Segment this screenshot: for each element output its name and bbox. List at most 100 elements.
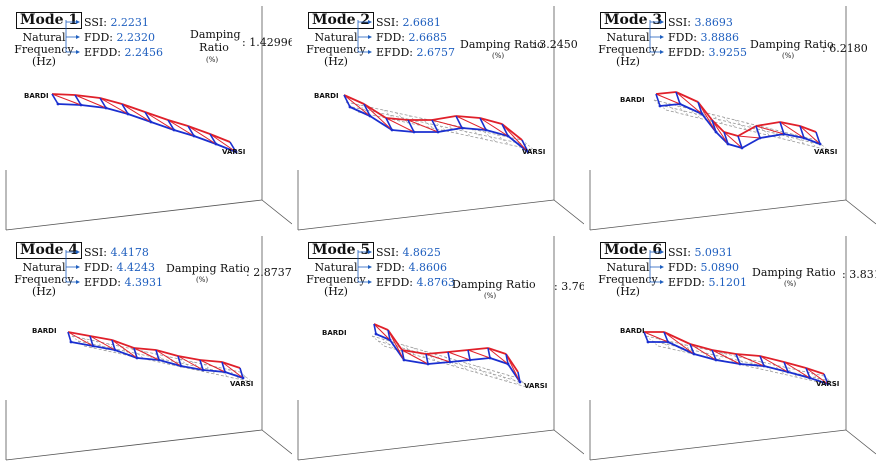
ssi-frequency: SSI: 3.8693 (668, 16, 733, 29)
mode-shape-node (468, 358, 472, 362)
mode-shape-node (762, 364, 766, 368)
mode-panel-5: Mode 5 Natural Frequency (Hz) SSI: 4.862… (292, 232, 584, 464)
bardi-label: BARDI (314, 92, 339, 100)
mode-shape-node (700, 112, 704, 116)
ssi-frequency: SSI: 4.8625 (376, 246, 441, 259)
bardi-label: BARDI (620, 327, 645, 335)
mode-shape-bottom-chord (224, 371, 244, 379)
mode-shape-diagonal (167, 119, 195, 137)
undeformed-shape (653, 99, 829, 151)
damping-ratio-unit: (%) (492, 52, 505, 60)
mode-shape-vertical (467, 349, 471, 361)
mode-shape (655, 91, 822, 150)
mode-shape-top-chord (805, 367, 825, 375)
axes-frame (5, 6, 292, 231)
mode-shape-vertical (755, 125, 761, 139)
efdd-frequency: EFDD: 3.9255 (668, 46, 748, 59)
mode-shape-diagonal (67, 331, 94, 347)
efdd-frequency: EFDD: 4.8763 (376, 276, 456, 289)
mode-shape-vertical (187, 125, 195, 137)
mode-shape-top-chord (431, 115, 457, 121)
fdd-frequency: FDD: 2.2320 (84, 31, 155, 44)
mode-shape-vertical (689, 343, 695, 355)
mode-shape-node (726, 142, 730, 146)
mode-shape-diagonal (343, 94, 371, 117)
fdd-frequency: FDD: 3.8886 (668, 31, 739, 44)
mode-shape-vertical (387, 329, 391, 341)
mode-shape-top-chord (67, 331, 91, 337)
mode-shape-node (172, 128, 176, 132)
mode-shape-node (666, 340, 670, 344)
mode-shape-top-chord (187, 125, 211, 135)
mode-shape (51, 93, 238, 154)
damping-ratio-label: Damping Ratio (460, 38, 544, 51)
mode-shape-node (223, 370, 227, 374)
mode-shape-node (782, 132, 786, 136)
mode-shape-top-chord (167, 119, 189, 127)
mode-shape-node (740, 146, 744, 150)
mode-shape-bottom-chord (173, 129, 195, 137)
mode-shape-node (802, 136, 806, 140)
mode-shape-diagonal (431, 119, 463, 129)
mode-shape-node (488, 356, 492, 360)
mode-shape-node (506, 134, 510, 138)
mode-shape-node (460, 126, 464, 130)
damping-ratio-label: Damping Ratio (752, 266, 836, 279)
mode-shape-top-chord (689, 343, 713, 351)
mode-shape-bottom-chord (92, 345, 116, 351)
mode-shape-node (714, 130, 718, 134)
mode-shape-vertical (779, 121, 785, 135)
mode-panel-3: Mode 3 Natural Frequency (Hz) SSI: 3.869… (584, 2, 876, 234)
mode-shape-vertical (655, 93, 661, 107)
varsi-label: VARSI (524, 382, 548, 390)
mode-shape-node (135, 356, 139, 360)
mode-shape (67, 331, 245, 380)
mode-shape-diagonal (455, 115, 487, 131)
fdd-frequency: FDD: 5.0890 (668, 261, 739, 274)
mode-shape-node (113, 348, 117, 352)
mode-shape-node (818, 142, 822, 146)
mode-shape-diagonal (479, 117, 509, 137)
varsi-label: VARSI (230, 380, 254, 388)
mode-shape-node (448, 360, 452, 364)
mode-shape-top-chord (755, 121, 781, 127)
damping-ratio-value: : 3.7695 (554, 280, 584, 293)
mode-shape-diagonal (487, 347, 509, 365)
mode-shape-top-chord (759, 355, 785, 363)
mode-shape-vertical (89, 335, 94, 347)
ssi-frequency: SSI: 2.6681 (376, 16, 441, 29)
mode-shape-bottom-chord (783, 133, 805, 139)
mode-shape-vertical (51, 93, 59, 105)
mode-shape-node (426, 362, 430, 366)
damping-ratio-unit: (%) (196, 276, 209, 284)
mode-shape-node (738, 362, 742, 366)
frequency-unit: (Hz) (32, 55, 56, 68)
mode-shape-node (192, 134, 196, 138)
mode-shape-diagonal (99, 97, 129, 115)
mode-shape-top-chord (199, 359, 223, 363)
frequency-unit: (Hz) (324, 55, 348, 68)
mode-shape-node (241, 376, 245, 380)
ssi-frequency: SSI: 5.0931 (668, 246, 733, 259)
mode-shape-top-chord (663, 331, 691, 345)
damping-ratio-label: Damping Ratio (452, 278, 536, 291)
mode-shape-vertical (783, 361, 789, 373)
mode-shape-node (368, 114, 372, 118)
mode-shape-node (201, 368, 205, 372)
mode-shape-top-chord (343, 94, 365, 105)
mode-shape-top-chord (655, 91, 677, 95)
mode-shape-vertical (239, 367, 244, 379)
mode-shape-vertical (759, 355, 765, 367)
axes-frame (589, 236, 876, 461)
axes-frame (297, 6, 584, 231)
mode-shape-node (79, 103, 83, 107)
mode-shape-bottom-chord (105, 107, 129, 115)
varsi-label: VARSI (522, 148, 546, 156)
mode-shape-diagonal (133, 347, 160, 361)
mode-shape-diagonal (755, 125, 785, 135)
mode-shape-node (149, 120, 153, 124)
mode-shape-top-chord (501, 123, 523, 141)
axes-frame (5, 236, 292, 461)
mode-shape-vertical (221, 361, 226, 373)
mode-shape-vertical (521, 139, 529, 153)
